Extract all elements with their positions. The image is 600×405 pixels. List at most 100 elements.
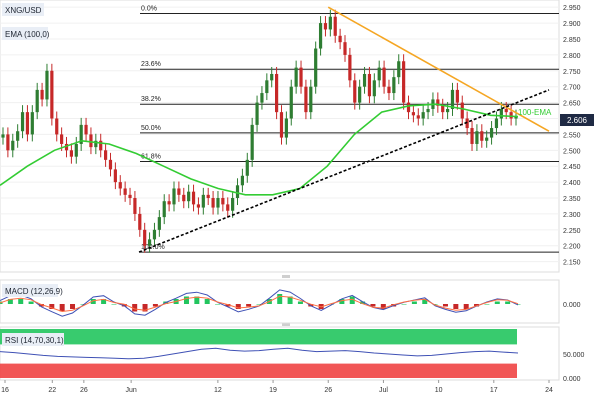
candle-body xyxy=(421,112,425,119)
macd-histogram-bar xyxy=(515,304,521,305)
rsi-line xyxy=(0,347,519,360)
candle-body xyxy=(377,67,381,81)
candle-body xyxy=(50,70,54,119)
candle-body xyxy=(128,194,132,199)
macd-histogram-bar xyxy=(505,301,511,304)
candle-body xyxy=(343,42,347,55)
time-tick-label: Jun xyxy=(125,387,136,394)
candle-body xyxy=(392,77,396,94)
candle-body xyxy=(406,102,411,113)
macd-histogram-bar xyxy=(380,304,386,309)
time-tick-label: 19 xyxy=(269,387,277,394)
overlays xyxy=(0,6,550,253)
candle-body xyxy=(348,54,352,81)
candle-body xyxy=(367,73,372,97)
candle-body xyxy=(309,86,313,113)
candle-body xyxy=(147,239,152,246)
candle-body xyxy=(25,112,30,135)
candle-body xyxy=(314,48,318,87)
candle-body xyxy=(182,194,186,202)
time-tick-label: 17 xyxy=(490,387,498,394)
price-tick-label: 2.900 xyxy=(563,21,581,28)
candle-body xyxy=(74,143,78,157)
price-tick-label: 2.200 xyxy=(563,244,581,251)
time-tick-label: 12 xyxy=(214,387,222,394)
candle-body xyxy=(460,102,464,119)
macd-histogram-bar xyxy=(152,304,158,307)
candle-body xyxy=(191,191,196,205)
macd-histogram-bar xyxy=(49,304,55,309)
macd-histogram-bar xyxy=(121,304,127,307)
candle-body xyxy=(79,124,83,144)
panel-resize-handle-1[interactable] xyxy=(282,275,290,278)
rsi-plot: 50.000 0.000 xyxy=(0,329,585,383)
price-tick-label: 2.550 xyxy=(563,132,581,139)
macd-histogram-bar xyxy=(111,304,117,305)
candle-body xyxy=(333,16,337,36)
price-tick-label: 2.300 xyxy=(563,212,581,219)
macd-histogram-bar xyxy=(339,299,345,304)
candle-body xyxy=(45,70,49,100)
macd-badge xyxy=(2,284,58,297)
candle-body xyxy=(485,137,489,141)
price-tick-label: 2.250 xyxy=(563,228,581,235)
ema-100-line xyxy=(0,103,519,196)
macd-histogram-bar xyxy=(401,304,407,305)
grid xyxy=(0,6,559,263)
price-tick-label: 2.800 xyxy=(563,53,581,60)
candle-body xyxy=(289,86,293,119)
macd-histogram-bar xyxy=(225,304,231,307)
macd-histogram-bar xyxy=(194,296,200,304)
candle-body xyxy=(113,169,117,183)
candle-body xyxy=(353,80,357,103)
candle-body xyxy=(270,73,274,81)
candle-body xyxy=(118,182,122,189)
fib-level-label: 50.0% xyxy=(141,125,161,132)
candle-body xyxy=(235,185,240,199)
macd-histogram-bar xyxy=(183,296,189,304)
price-tick-label: 2.850 xyxy=(563,37,581,44)
macd-histogram-bar xyxy=(38,304,44,307)
price-tick-label: 2.700 xyxy=(563,85,581,92)
candle-body xyxy=(494,118,499,129)
candle-body xyxy=(441,105,445,113)
macd-label: MACD (12,26,9) xyxy=(5,287,63,296)
candle-body xyxy=(470,128,474,144)
fib-level-label: 23.6% xyxy=(141,61,161,68)
candle-body xyxy=(99,140,103,151)
candle-body xyxy=(397,61,401,78)
price-tick-label: 2.450 xyxy=(563,164,581,171)
macd-histogram-bar xyxy=(90,299,96,304)
ema-indicator-badge xyxy=(2,27,48,40)
macd-tick-label: 0.000 xyxy=(563,302,581,309)
candle-body xyxy=(299,67,303,87)
candle-body xyxy=(206,194,210,199)
candle-body xyxy=(504,108,508,113)
macd-histogram-bar xyxy=(101,299,107,304)
macd-histogram-bar xyxy=(80,304,86,305)
price-tick-label: 2.650 xyxy=(563,101,581,108)
candle-body xyxy=(465,118,469,129)
candle-body xyxy=(201,194,205,208)
candle-body xyxy=(260,93,264,103)
candle-body xyxy=(284,118,288,138)
macd-histogram-bar xyxy=(370,304,376,307)
candle-body xyxy=(318,23,323,49)
fib-level-label: 0.0% xyxy=(141,6,157,13)
candle-body xyxy=(279,112,284,138)
fib-level-label: 100.0% xyxy=(141,244,165,251)
candle-body xyxy=(231,198,235,211)
panel-resize-handle-2[interactable] xyxy=(282,323,290,326)
macd-histogram-bar xyxy=(411,301,417,304)
candle-body xyxy=(16,131,20,141)
candle-body xyxy=(514,116,518,119)
candle-body xyxy=(416,115,420,119)
macd-histogram-bar xyxy=(287,296,293,304)
candle-body xyxy=(304,86,308,113)
candle-body xyxy=(402,61,406,103)
ema-tag: 100-EMA xyxy=(518,108,552,117)
candle-body xyxy=(509,112,513,119)
candle-body xyxy=(294,67,298,87)
candle-body xyxy=(411,112,415,116)
